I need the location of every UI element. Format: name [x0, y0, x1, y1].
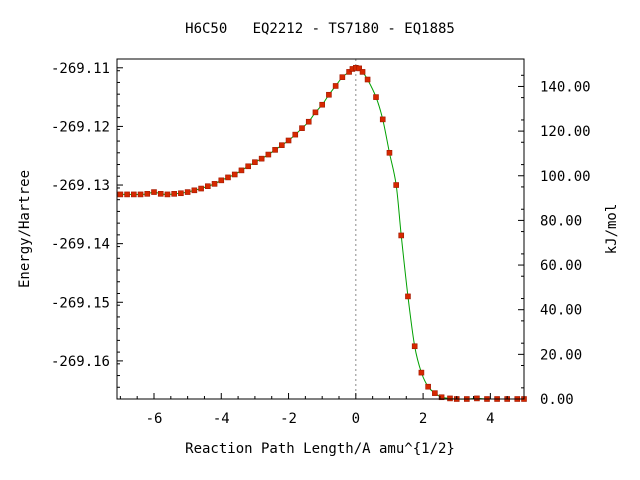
irc-point — [359, 69, 366, 75]
y2-axis-label: kJ/mol — [604, 204, 620, 255]
irc-point — [312, 109, 319, 116]
irc-point — [191, 187, 198, 194]
irc-point — [386, 149, 393, 156]
irc-point — [157, 191, 164, 197]
irc-point — [211, 181, 218, 187]
irc-point — [405, 293, 411, 300]
y-tick-label: -269.11 — [51, 61, 110, 77]
plot-area-frame — [116, 58, 525, 400]
x-tick-label: -4 — [213, 411, 230, 427]
y-tick-label: -269.16 — [51, 354, 110, 370]
x-axis-label: Reaction Path Length/A amu^{1/2} — [185, 441, 455, 457]
irc-point — [346, 69, 352, 75]
irc-spline-line — [120, 67, 524, 400]
irc-point — [356, 65, 362, 72]
irc-point — [265, 151, 272, 158]
irc-point — [432, 390, 438, 396]
irc-point — [438, 394, 445, 401]
y2-tick-label: 140.00 — [540, 79, 591, 95]
irc-point — [231, 171, 238, 178]
irc-point — [124, 191, 130, 198]
irc-point — [474, 395, 480, 402]
y2-tick-label: 60.00 — [540, 258, 582, 274]
irc-point — [151, 189, 157, 195]
irc-point — [379, 116, 386, 123]
irc-point — [305, 118, 312, 125]
irc-point — [339, 74, 346, 80]
irc-point — [299, 125, 305, 131]
irc-point — [319, 101, 325, 108]
y-axis-label: Energy/Hartree — [17, 170, 33, 288]
irc-point — [292, 131, 299, 138]
irc-point — [137, 191, 144, 198]
irc-point — [425, 383, 431, 390]
irc-point — [245, 163, 251, 170]
irc-point — [184, 189, 191, 195]
irc-point — [272, 147, 278, 153]
y2-tick-label: 80.00 — [540, 213, 582, 229]
y2-tick-label: 20.00 — [540, 347, 582, 363]
irc-point — [131, 191, 137, 198]
irc-point — [258, 155, 265, 162]
irc-point — [171, 191, 177, 197]
y-tick-label: -269.14 — [51, 237, 110, 253]
y-tick-label: -269.12 — [51, 119, 110, 135]
irc-point — [364, 76, 371, 83]
irc-point — [285, 137, 292, 144]
irc-point — [198, 185, 204, 192]
chart-title: H6C50 EQ2212 - TS7180 - EQ1885 — [185, 21, 455, 37]
irc-point — [332, 83, 339, 89]
irc-point — [164, 191, 171, 198]
irc-point — [373, 94, 379, 100]
x-tick-label: 4 — [486, 411, 494, 427]
irc-point — [447, 395, 453, 402]
irc-point — [326, 91, 332, 98]
irc-point — [279, 142, 285, 148]
x-tick-label: 2 — [419, 411, 427, 427]
irc-point — [398, 232, 405, 239]
irc-point — [411, 343, 418, 350]
y2-tick-label: 120.00 — [540, 124, 591, 140]
x-tick-label: -2 — [280, 411, 297, 427]
irc-point — [225, 174, 231, 181]
y2-tick-label: 0.00 — [540, 392, 574, 408]
y2-tick-label: 40.00 — [540, 303, 582, 319]
irc-point — [144, 191, 151, 197]
y-tick-label: -269.13 — [51, 178, 110, 194]
y-tick-label: -269.15 — [51, 295, 110, 311]
irc-point — [205, 183, 211, 190]
irc-point — [393, 182, 399, 188]
y2-tick-label: 100.00 — [540, 169, 591, 185]
irc-point — [117, 191, 124, 198]
irc-point — [178, 190, 184, 197]
irc-point — [218, 177, 225, 184]
irc-point — [252, 159, 258, 165]
irc-point — [238, 167, 245, 174]
x-tick-label: -6 — [146, 411, 163, 427]
x-tick-label: 0 — [352, 411, 360, 427]
irc-point — [418, 369, 425, 376]
